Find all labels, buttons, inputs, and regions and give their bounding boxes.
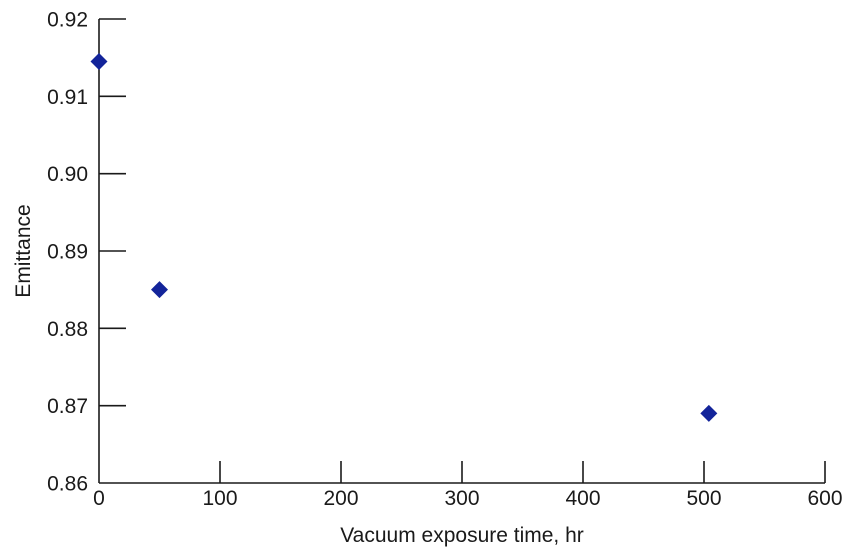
y-tick-label: 0.92 [47, 9, 88, 32]
data-point [151, 281, 168, 299]
y-axis-title: Emittance [12, 204, 35, 297]
x-tick-label: 100 [202, 487, 237, 510]
y-tick-label: 0.88 [47, 318, 88, 341]
x-tick-label: 600 [807, 487, 842, 510]
x-tick-label: 300 [444, 487, 479, 510]
x-axis-ticks: 0 100 200 300 400 500 600 [93, 461, 843, 510]
y-tick-label: 0.86 [47, 473, 88, 496]
x-axis-title: Vacuum exposure time, hr [340, 524, 584, 547]
x-tick-label: 0 [93, 487, 105, 510]
y-tick-label: 0.90 [47, 163, 88, 186]
data-point [90, 53, 108, 71]
x-tick-label: 200 [323, 487, 358, 510]
axes: 0 100 200 300 400 500 600 0.86 0.87 0.88 0.89 0.90… [12, 9, 843, 548]
data-point [700, 404, 718, 422]
y-tick-label: 0.87 [47, 395, 88, 418]
data-points [90, 53, 718, 422]
x-tick-label: 400 [565, 487, 600, 510]
y-tick-label: 0.91 [47, 86, 88, 109]
x-tick-label: 500 [686, 487, 721, 510]
y-axis-ticks: 0.86 0.87 0.88 0.89 0.90 0.91 0.92 [47, 9, 126, 496]
y-tick-label: 0.89 [47, 241, 88, 264]
